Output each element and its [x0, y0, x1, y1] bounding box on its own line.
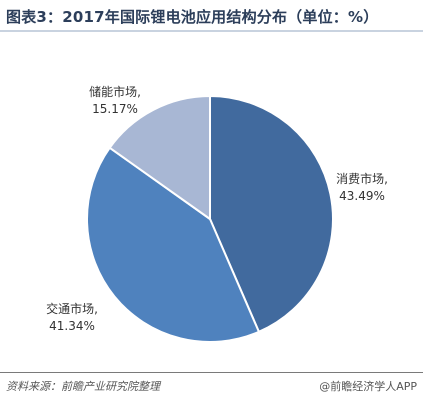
pie-slice	[86, 146, 261, 343]
chart-title: 图表3：2017年国际锂电池应用结构分布（单位：%）	[6, 8, 379, 26]
footer-divider	[0, 372, 423, 373]
source-note: 资料来源：前瞻产业研究院整理	[6, 380, 160, 393]
slice-value-label: 41.34%	[49, 319, 95, 333]
pie-labels: 消费市场, 43.49% 交通市场, 41.34% 储能市场, 15.17%	[46, 84, 388, 333]
pie-slices	[86, 94, 334, 343]
slice-name-label: 储能市场,	[89, 84, 141, 99]
slice-name-label: 消费市场,	[336, 171, 388, 186]
brand-mark: @前瞻经济学人APP	[319, 380, 417, 393]
slice-value-label: 15.17%	[92, 102, 138, 116]
title-divider	[0, 30, 423, 32]
slice-name-label: 交通市场,	[46, 301, 98, 316]
pie-slice	[209, 94, 334, 334]
pie-slice	[108, 94, 211, 221]
slice-value-label: 43.49%	[339, 189, 385, 203]
